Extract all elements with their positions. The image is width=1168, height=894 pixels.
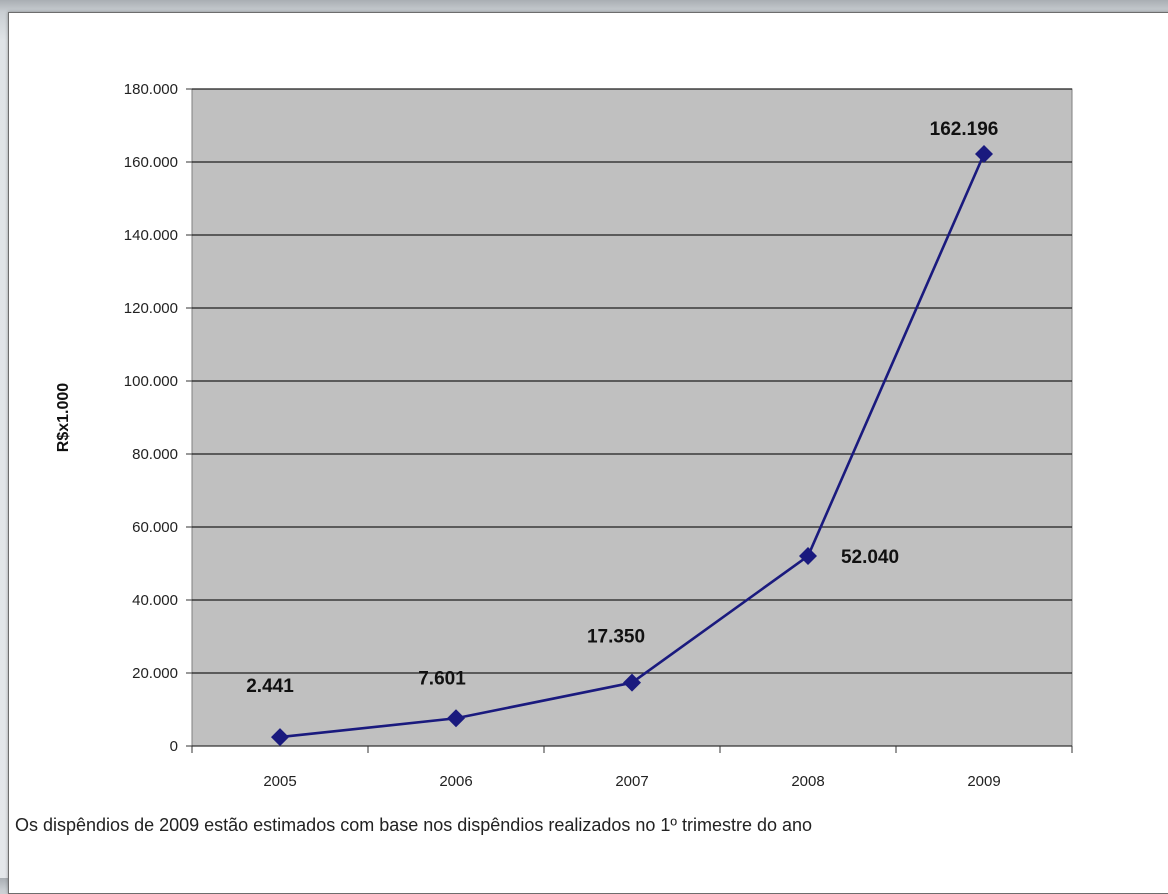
data-point	[799, 547, 817, 566]
y-tick-label: 100.000	[124, 373, 178, 390]
data-point	[271, 728, 289, 747]
y-tick-label: 160.000	[124, 154, 178, 171]
y-tick-label: 180.000	[124, 81, 178, 98]
data-label: 7.601	[418, 668, 466, 689]
y-tick-label: 120.000	[124, 300, 178, 317]
data-label: 162.196	[930, 119, 999, 140]
y-tick-label: 20.000	[132, 665, 178, 682]
y-tick-label: 80.000	[132, 446, 178, 463]
x-tick-label: 2008	[791, 773, 824, 790]
data-label: 17.350	[587, 627, 645, 648]
data-label: 52.040	[841, 547, 899, 568]
plot-area	[191, 88, 1073, 747]
y-tick-label: 40.000	[132, 592, 178, 609]
y-tick-label: 140.000	[124, 227, 178, 244]
x-tick-label: 2009	[967, 773, 1000, 790]
y-axis-label: R$x1.000	[55, 383, 72, 452]
x-tick-label: 2006	[439, 773, 472, 790]
x-tick-label: 2005	[263, 773, 296, 790]
y-tick-label: 0	[170, 738, 178, 755]
x-tick-label: 2007	[615, 773, 648, 790]
data-point	[975, 144, 993, 163]
y-tick-label: 60.000	[132, 519, 178, 536]
data-point	[447, 709, 465, 728]
chart-footnote: Os dispêndios de 2009 estão estimados co…	[15, 815, 813, 835]
data-point	[623, 673, 641, 692]
data-label: 2.441	[246, 676, 294, 697]
